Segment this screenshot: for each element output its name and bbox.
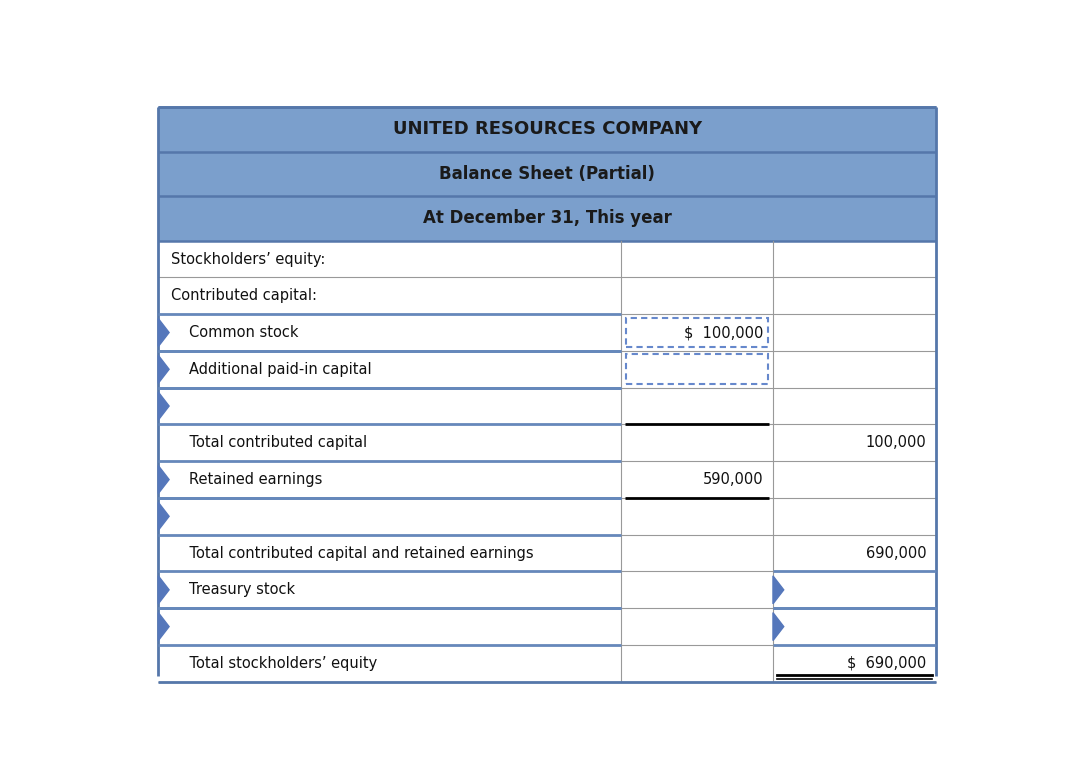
Bar [158, 571, 937, 608]
Bar [158, 196, 937, 240]
Bar [158, 387, 937, 424]
Polygon shape [773, 576, 784, 604]
Polygon shape [158, 319, 169, 346]
Text: $  100,000: $ 100,000 [684, 325, 763, 340]
Text: 100,000: 100,000 [866, 435, 926, 450]
Polygon shape [158, 613, 169, 641]
Text: Balance Sheet (Partial): Balance Sheet (Partial) [439, 165, 656, 183]
Bar [158, 152, 937, 196]
Text: Retained earnings: Retained earnings [189, 472, 323, 487]
Bar [158, 608, 937, 645]
Text: UNITED RESOURCES COMPANY: UNITED RESOURCES COMPANY [393, 120, 702, 139]
Text: Common stock: Common stock [189, 325, 298, 340]
Bar [158, 645, 937, 681]
Text: Total contributed capital and retained earnings: Total contributed capital and retained e… [171, 546, 533, 561]
Polygon shape [158, 576, 169, 604]
Text: Additional paid-in capital: Additional paid-in capital [189, 362, 372, 377]
Text: Stockholders’ equity:: Stockholders’ equity: [171, 252, 325, 266]
Bar [158, 240, 937, 277]
Bar [158, 498, 937, 534]
Bar [158, 534, 937, 571]
Text: Contributed capital:: Contributed capital: [171, 288, 317, 303]
Bar [158, 351, 937, 387]
Text: Treasury stock: Treasury stock [189, 582, 295, 598]
Bar [158, 277, 937, 314]
Polygon shape [158, 355, 169, 383]
Polygon shape [158, 502, 169, 531]
Polygon shape [158, 466, 169, 494]
Polygon shape [773, 613, 784, 641]
Text: Total stockholders’ equity: Total stockholders’ equity [171, 656, 377, 671]
Text: 690,000: 690,000 [866, 546, 926, 561]
Bar [158, 314, 937, 351]
Polygon shape [158, 392, 169, 420]
Text: 590,000: 590,000 [703, 472, 763, 487]
Bar [158, 461, 937, 498]
Text: $  690,000: $ 690,000 [847, 656, 926, 671]
Text: At December 31, This year: At December 31, This year [423, 209, 672, 227]
Bar [158, 107, 937, 152]
Bar [158, 424, 937, 461]
Text: Total contributed capital: Total contributed capital [171, 435, 367, 450]
